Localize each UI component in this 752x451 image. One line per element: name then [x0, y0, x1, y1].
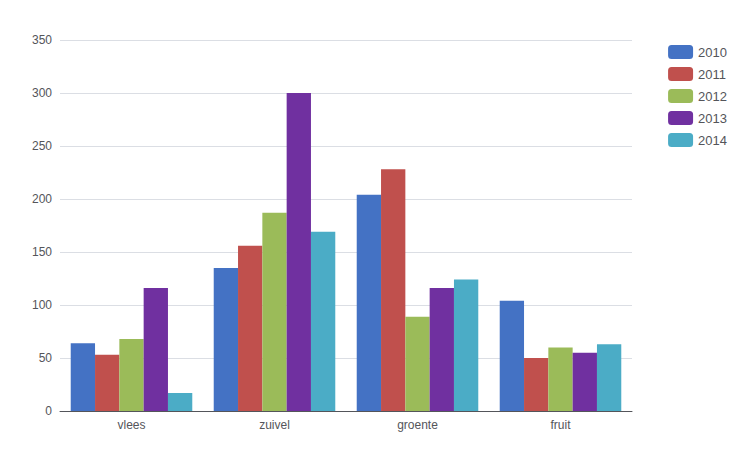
svg-text:150: 150 [32, 245, 52, 259]
svg-text:zuivel: zuivel [259, 418, 290, 432]
svg-text:2011: 2011 [698, 67, 726, 82]
svg-text:350: 350 [32, 33, 52, 47]
svg-text:2010: 2010 [698, 45, 727, 60]
svg-text:2014: 2014 [698, 133, 727, 148]
svg-text:300: 300 [32, 86, 52, 100]
svg-text:200: 200 [32, 192, 52, 206]
svg-text:vlees: vlees [117, 418, 145, 432]
svg-text:100: 100 [32, 298, 52, 312]
svg-text:fruit: fruit [550, 418, 571, 432]
svg-text:2013: 2013 [698, 111, 727, 126]
svg-text:2012: 2012 [698, 89, 727, 104]
svg-text:50: 50 [39, 351, 53, 365]
svg-text:250: 250 [32, 139, 52, 153]
svg-text:groente: groente [397, 418, 438, 432]
svg-text:0: 0 [45, 404, 52, 418]
